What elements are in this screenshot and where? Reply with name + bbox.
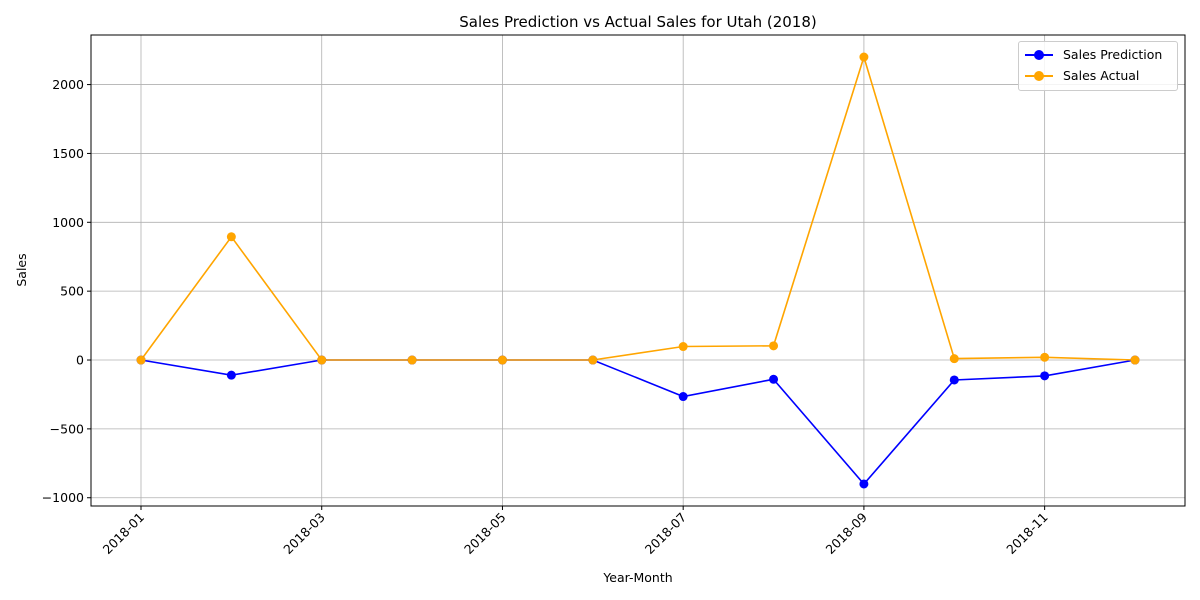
- data-point-actual: [497, 355, 507, 365]
- y-tick-label: −500: [50, 421, 84, 436]
- x-tick-label: 2018-07: [642, 510, 690, 558]
- legend-label-prediction: Sales Prediction: [1063, 47, 1163, 62]
- x-axis-label: Year-Month: [602, 570, 672, 585]
- plot-frame: [90, 34, 1186, 507]
- x-tick-label: 2018-01: [100, 510, 148, 558]
- y-tick-label: 500: [60, 284, 84, 299]
- x-tick-label: 2018-03: [280, 510, 328, 558]
- data-point-actual: [678, 342, 688, 352]
- data-point-prediction: [226, 370, 236, 380]
- data-point-prediction: [949, 375, 959, 385]
- data-point-prediction: [859, 479, 869, 489]
- y-tick-label: 0: [76, 353, 84, 368]
- legend-marker-prediction: [1034, 50, 1044, 60]
- series-points: [136, 52, 1140, 489]
- y-tick-label: −1000: [42, 490, 84, 505]
- legend-marker-actual: [1034, 71, 1044, 81]
- y-tick-label: 1000: [52, 215, 84, 230]
- data-point-prediction: [678, 392, 688, 402]
- data-point-actual: [226, 232, 236, 242]
- data-point-actual: [949, 354, 959, 364]
- series-line-prediction: [140, 359, 1136, 486]
- series-lines: [140, 54, 1136, 486]
- data-point-actual: [317, 355, 327, 365]
- data-point-prediction: [1040, 371, 1050, 381]
- legend-item-actual: Sales Actual: [1019, 66, 1177, 86]
- data-point-prediction: [769, 374, 779, 384]
- data-point-actual: [136, 355, 146, 365]
- data-point-actual: [769, 341, 779, 351]
- legend: Sales Prediction Sales Actual: [1018, 41, 1178, 91]
- y-axis-label: Sales: [14, 253, 29, 286]
- gridlines: [91, 35, 1185, 506]
- data-point-actual: [1130, 355, 1140, 365]
- y-axis-ticks: −1000 −500 0 500 1000 1500 2000: [42, 77, 91, 505]
- legend-item-prediction: Sales Prediction: [1019, 45, 1177, 65]
- x-axis-ticks: 2018-01 2018-03 2018-05 2018-07 2018-09 2018-…: [100, 506, 1051, 557]
- legend-label-actual: Sales Actual: [1063, 68, 1140, 83]
- y-tick-label: 1500: [52, 146, 84, 161]
- x-tick-label: 2018-11: [1003, 510, 1051, 558]
- x-tick-label: 2018-09: [822, 509, 870, 557]
- data-point-actual: [1040, 352, 1050, 362]
- data-point-actual: [588, 355, 598, 365]
- data-point-actual: [859, 52, 869, 62]
- data-point-actual: [407, 355, 417, 365]
- y-tick-label: 2000: [52, 77, 84, 92]
- x-tick-label: 2018-05: [461, 510, 509, 558]
- chart-title: Sales Prediction vs Actual Sales for Uta…: [459, 13, 817, 31]
- series-line-actual: [140, 54, 1136, 361]
